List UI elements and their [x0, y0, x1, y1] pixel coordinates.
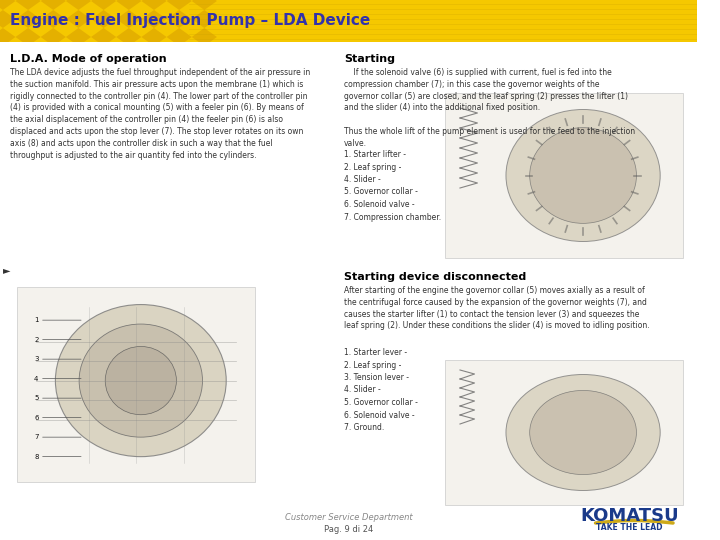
Polygon shape: [91, 28, 116, 46]
Text: 4: 4: [34, 376, 38, 382]
Text: The LDA device adjusts the fuel throughput independent of the air pressure in
th: The LDA device adjusts the fuel throughp…: [9, 68, 310, 160]
Polygon shape: [40, 10, 66, 28]
Polygon shape: [116, 28, 141, 46]
Polygon shape: [0, 10, 16, 28]
Text: 5: 5: [34, 395, 38, 401]
Polygon shape: [192, 0, 217, 10]
FancyBboxPatch shape: [0, 0, 697, 42]
Polygon shape: [16, 10, 40, 28]
Polygon shape: [166, 10, 192, 28]
Polygon shape: [141, 10, 166, 28]
Text: 7: 7: [34, 434, 39, 440]
Text: ►: ►: [3, 265, 10, 275]
Ellipse shape: [530, 390, 636, 475]
Text: 2: 2: [34, 336, 38, 343]
Polygon shape: [141, 28, 166, 46]
Text: Customer Service Department: Customer Service Department: [285, 514, 413, 523]
Polygon shape: [66, 10, 91, 28]
Text: Pag. 9 di 24: Pag. 9 di 24: [324, 525, 373, 535]
Polygon shape: [16, 28, 40, 46]
FancyBboxPatch shape: [0, 42, 697, 540]
Ellipse shape: [506, 375, 660, 490]
Ellipse shape: [530, 127, 636, 224]
Polygon shape: [16, 0, 40, 10]
FancyBboxPatch shape: [446, 360, 683, 505]
Text: 3: 3: [34, 356, 39, 362]
Polygon shape: [166, 28, 192, 46]
Polygon shape: [66, 28, 91, 46]
Text: Starting device disconnected: Starting device disconnected: [343, 272, 526, 282]
Polygon shape: [40, 0, 66, 10]
Polygon shape: [0, 28, 16, 46]
FancyBboxPatch shape: [446, 93, 683, 258]
Polygon shape: [116, 10, 141, 28]
Text: 1. Starter lever -
2. Leaf spring -
3. Tension lever -
4. Slider -
5. Governor c: 1. Starter lever - 2. Leaf spring - 3. T…: [343, 348, 418, 432]
Polygon shape: [91, 0, 116, 10]
Polygon shape: [0, 0, 16, 10]
Polygon shape: [91, 10, 116, 28]
Ellipse shape: [506, 110, 660, 241]
Polygon shape: [192, 10, 217, 28]
Polygon shape: [166, 0, 192, 10]
Text: After starting of the engine the governor collar (5) moves axially as a result o: After starting of the engine the governo…: [343, 286, 649, 330]
Text: Starting: Starting: [343, 54, 395, 64]
Text: 1. Starter lifter -
2. Leaf spring -
4. Slider -
5. Governor collar -
6. Solenoi: 1. Starter lifter - 2. Leaf spring - 4. …: [343, 150, 441, 221]
Text: 8: 8: [34, 454, 39, 460]
Text: TAKE THE LEAD: TAKE THE LEAD: [596, 523, 662, 532]
Polygon shape: [66, 0, 91, 10]
FancyBboxPatch shape: [17, 287, 255, 482]
Text: If the solenoid valve (6) is supplied with current, fuel is fed into the
compres: If the solenoid valve (6) is supplied wi…: [343, 68, 635, 148]
Polygon shape: [141, 0, 166, 10]
Ellipse shape: [79, 324, 202, 437]
Text: KOMATSU: KOMATSU: [580, 507, 679, 525]
Polygon shape: [192, 28, 217, 46]
Text: 6: 6: [34, 415, 39, 421]
Text: Engine : Fuel Injection Pump – LDA Device: Engine : Fuel Injection Pump – LDA Devic…: [9, 14, 370, 29]
Ellipse shape: [105, 347, 176, 415]
Ellipse shape: [55, 305, 226, 457]
Text: L.D.A. Mode of operation: L.D.A. Mode of operation: [9, 54, 166, 64]
Polygon shape: [40, 28, 66, 46]
Text: 1: 1: [34, 317, 39, 323]
Polygon shape: [116, 0, 141, 10]
